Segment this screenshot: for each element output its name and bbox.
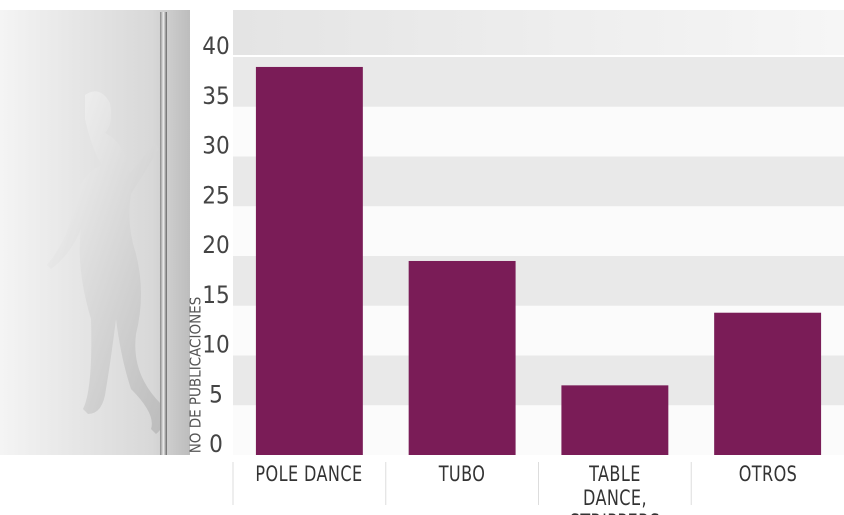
y-tick-label: 35 <box>202 82 229 110</box>
y-tick-label: 20 <box>202 231 229 259</box>
dancer-silhouette <box>47 91 165 434</box>
pole <box>160 12 167 455</box>
y-tick-label: 40 <box>202 32 229 60</box>
x-tick-label: POLE DANCE <box>255 462 363 486</box>
bar <box>255 66 363 455</box>
bar <box>561 385 669 455</box>
x-tick-label: TUBO <box>438 462 486 486</box>
bar <box>408 260 516 455</box>
y-tick-label: 0 <box>209 430 223 458</box>
y-tick-label: 15 <box>202 281 229 309</box>
x-tick-label: TABLE DANCE, STRIPPERS <box>570 462 660 515</box>
plot-top <box>233 10 844 55</box>
y-tick-label: 25 <box>202 181 229 209</box>
y-axis-label: NO DE PUBLICACIONES <box>187 297 205 454</box>
y-tick-label: 30 <box>202 132 229 160</box>
x-tick-label: OTROS <box>738 462 797 486</box>
bar <box>714 312 822 455</box>
y-tick-label: 10 <box>202 331 229 359</box>
y-tick-label: 5 <box>209 380 223 408</box>
